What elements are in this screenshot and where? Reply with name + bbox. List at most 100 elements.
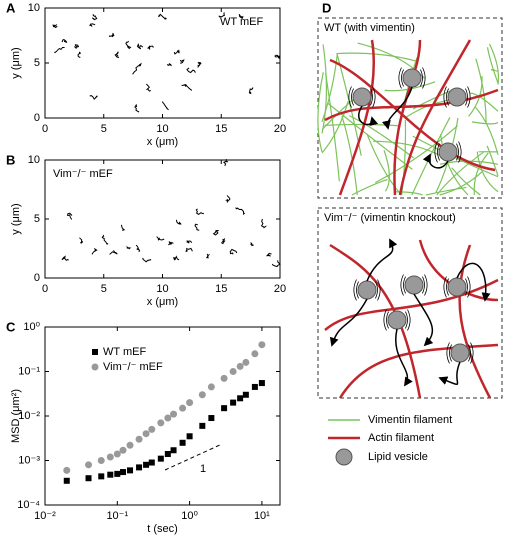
actin-filament	[324, 88, 499, 122]
vibration-arc	[398, 67, 402, 89]
trajectory-arrow	[422, 153, 449, 169]
y-tick-label: 10⁻⁴	[17, 499, 40, 511]
vibration-arc	[405, 311, 408, 329]
lipid-vesicle	[357, 280, 377, 300]
vibration-arc	[422, 276, 425, 294]
trajectory	[168, 241, 174, 246]
vimentin-filament	[349, 115, 415, 159]
trajectory	[132, 62, 142, 75]
data-point	[220, 374, 228, 382]
y-tick-label: 5	[34, 213, 40, 225]
lipid-vesicle	[447, 277, 467, 297]
trajectory-arrow	[413, 293, 434, 347]
data-point	[179, 404, 187, 412]
data-point	[136, 464, 143, 471]
legend-marker	[91, 363, 99, 371]
y-tick-label: 10⁻³	[18, 454, 40, 466]
x-tick-label: 0	[42, 283, 48, 295]
trajectory	[142, 257, 152, 263]
panel-letter: D	[322, 0, 331, 15]
x-tick-label: 15	[215, 283, 227, 295]
data-point	[157, 419, 165, 427]
slope-label: 1	[200, 463, 206, 475]
trajectory	[146, 83, 151, 92]
vibration-arc	[424, 274, 428, 296]
data-point	[164, 450, 171, 457]
trajectory	[260, 218, 267, 229]
trajectory	[195, 208, 204, 216]
legend-label: Vimentin filament	[368, 414, 452, 426]
vibration-arc	[386, 311, 389, 329]
data-point	[127, 467, 134, 474]
x-tick-label: 10	[156, 123, 168, 135]
vimentin-filament	[394, 191, 423, 196]
vimentin-filament	[425, 186, 467, 196]
vibration-arc	[470, 342, 474, 364]
data-point	[179, 439, 186, 446]
x-axis-label: x (μm)	[147, 136, 178, 148]
trajectory	[136, 42, 144, 50]
trajectory	[54, 47, 65, 54]
trajectory	[147, 45, 154, 51]
trajectory	[157, 13, 167, 20]
trajectory	[134, 103, 140, 113]
y-axis-label: MSD (μm²)	[10, 389, 22, 443]
vimentin-filament	[486, 47, 499, 84]
vibration-arc	[468, 344, 471, 362]
trajectory	[126, 245, 132, 250]
vimentin-filament	[341, 116, 358, 196]
trajectory	[52, 24, 58, 29]
data-point	[106, 453, 114, 461]
trajectory-arrow	[382, 86, 413, 130]
vibration-arc	[437, 143, 440, 161]
vibration-arc	[407, 309, 411, 331]
y-tick-label: 0	[34, 272, 40, 284]
vibration-arc	[420, 69, 423, 87]
trajectory	[235, 207, 246, 215]
trajectory	[109, 32, 115, 38]
data-point	[85, 475, 92, 482]
x-tick-label: 10⁻¹	[106, 510, 128, 522]
x-tick-label: 0	[42, 123, 48, 135]
x-tick-label: 15	[215, 123, 227, 135]
trajectory	[212, 230, 219, 236]
trajectory	[125, 40, 132, 50]
trajectory	[101, 234, 109, 246]
data-point	[107, 471, 114, 478]
vibration-arc	[458, 141, 462, 163]
vimentin-filament	[439, 170, 483, 196]
y-axis-label: y (μm)	[10, 203, 22, 234]
trajectory	[77, 51, 81, 58]
trajectory	[223, 159, 229, 167]
x-tick-label: 10	[156, 283, 168, 295]
trajectory	[114, 51, 120, 58]
data-point	[157, 455, 164, 462]
trajectory-arrow	[329, 298, 368, 347]
actin-filament	[338, 343, 499, 399]
vimentin-filament	[488, 43, 500, 85]
actin-filament	[329, 58, 496, 172]
trajectory-arrow	[395, 328, 413, 387]
trajectory	[218, 12, 226, 18]
y-tick-label: 10	[28, 154, 40, 166]
trajectory	[274, 54, 281, 60]
trajectory	[179, 59, 185, 64]
vibration-arc	[465, 278, 468, 296]
data-point	[143, 461, 150, 468]
trajectory	[61, 39, 68, 44]
x-axis-label: x (μm)	[147, 296, 178, 308]
x-tick-label: 5	[101, 123, 107, 135]
vimentin-filament	[375, 125, 458, 184]
vibration-arc	[422, 67, 426, 89]
data-point	[230, 399, 237, 406]
legend-label: Actin filament	[368, 432, 434, 444]
data-point	[251, 383, 258, 390]
trajectory-arrow	[358, 105, 379, 127]
vibration-arc	[401, 69, 404, 87]
vimentin-filament	[486, 145, 499, 176]
trajectory	[91, 248, 98, 255]
data-point	[186, 433, 193, 440]
vibration-arc	[351, 88, 354, 106]
x-axis-label: t (sec)	[147, 523, 178, 535]
